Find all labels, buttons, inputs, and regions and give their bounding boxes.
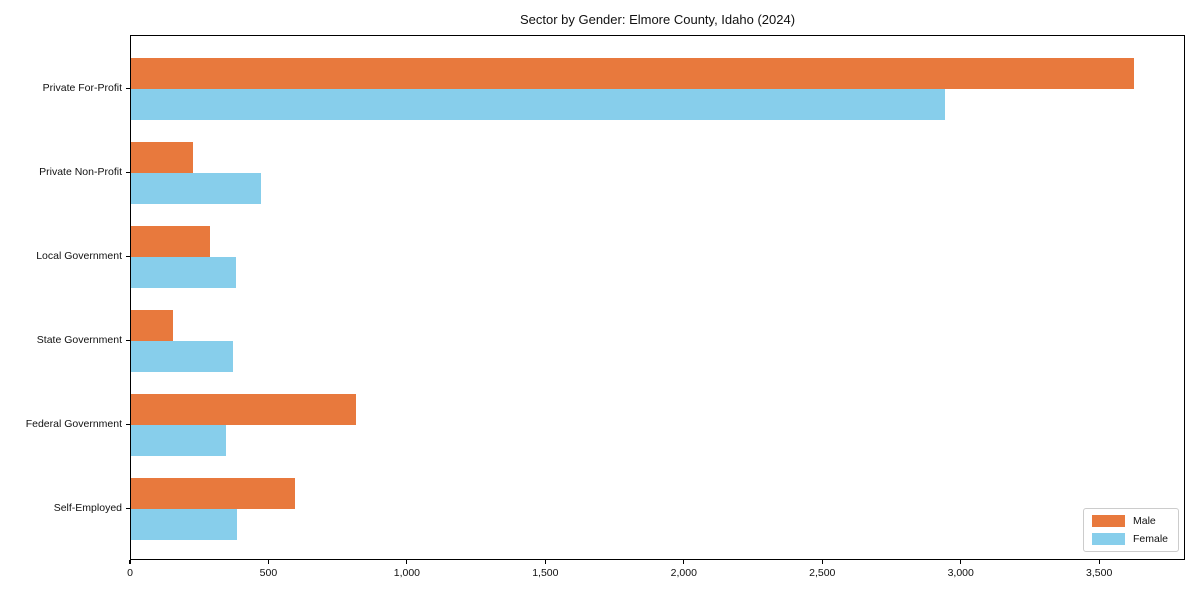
bar-female <box>131 256 236 288</box>
x-tick-mark <box>1098 560 1100 564</box>
bar-male <box>131 141 194 173</box>
y-tick-mark <box>126 172 130 174</box>
y-tick-mark <box>126 508 130 510</box>
x-tick-mark <box>683 560 685 564</box>
x-tick-mark <box>267 560 270 564</box>
x-tick-label: 3,000 <box>947 567 974 579</box>
legend-entry-female: Female <box>1091 533 1168 545</box>
y-tick-mark <box>126 88 130 90</box>
female-swatch <box>1091 533 1125 545</box>
y-tick-label: Self-Employed <box>53 501 122 514</box>
bar-male <box>131 309 173 341</box>
x-tick-label: 1,000 <box>393 567 421 579</box>
legend-label-male: Male <box>1132 515 1156 527</box>
bar-female <box>131 424 226 456</box>
bar-male <box>131 477 295 509</box>
chart-title: Sector by Gender: Elmore County, Idaho (… <box>519 12 796 27</box>
x-tick-mark <box>960 560 962 564</box>
x-tick-mark <box>821 560 823 564</box>
male-swatch <box>1091 515 1125 527</box>
x-tick-label: 1,500 <box>532 567 559 579</box>
legend: Male Female <box>1082 508 1179 552</box>
legend-entry-male: Male <box>1091 515 1168 527</box>
y-tick-label: Federal Government <box>25 417 122 430</box>
x-tick-label: 2,000 <box>670 567 697 579</box>
bar-female <box>131 172 261 204</box>
x-tick-label: 500 <box>259 567 278 579</box>
bar-male <box>131 393 356 425</box>
bar-male <box>131 225 211 257</box>
y-tick-label: State Government <box>36 333 122 346</box>
y-tick-mark <box>126 256 130 258</box>
y-tick-mark <box>126 424 130 426</box>
bar-male <box>131 57 1135 89</box>
plot-area <box>130 35 1185 560</box>
x-tick-label: 2,500 <box>809 567 836 579</box>
y-tick-mark <box>126 340 130 342</box>
x-tick-label: 3,500 <box>1086 567 1113 579</box>
y-tick-label: Local Government <box>36 249 122 262</box>
bar-female <box>131 340 234 372</box>
legend-label-female: Female <box>1132 533 1168 545</box>
x-tick-mark <box>406 560 408 564</box>
y-tick-label: Private For-Profit <box>42 81 122 94</box>
x-tick-label: 0 <box>127 567 133 579</box>
x-tick-mark <box>129 560 131 564</box>
bar-female <box>131 508 238 540</box>
x-tick-mark <box>544 560 546 564</box>
y-tick-label: Private Non-Profit <box>39 165 122 178</box>
bar-female <box>131 88 945 120</box>
